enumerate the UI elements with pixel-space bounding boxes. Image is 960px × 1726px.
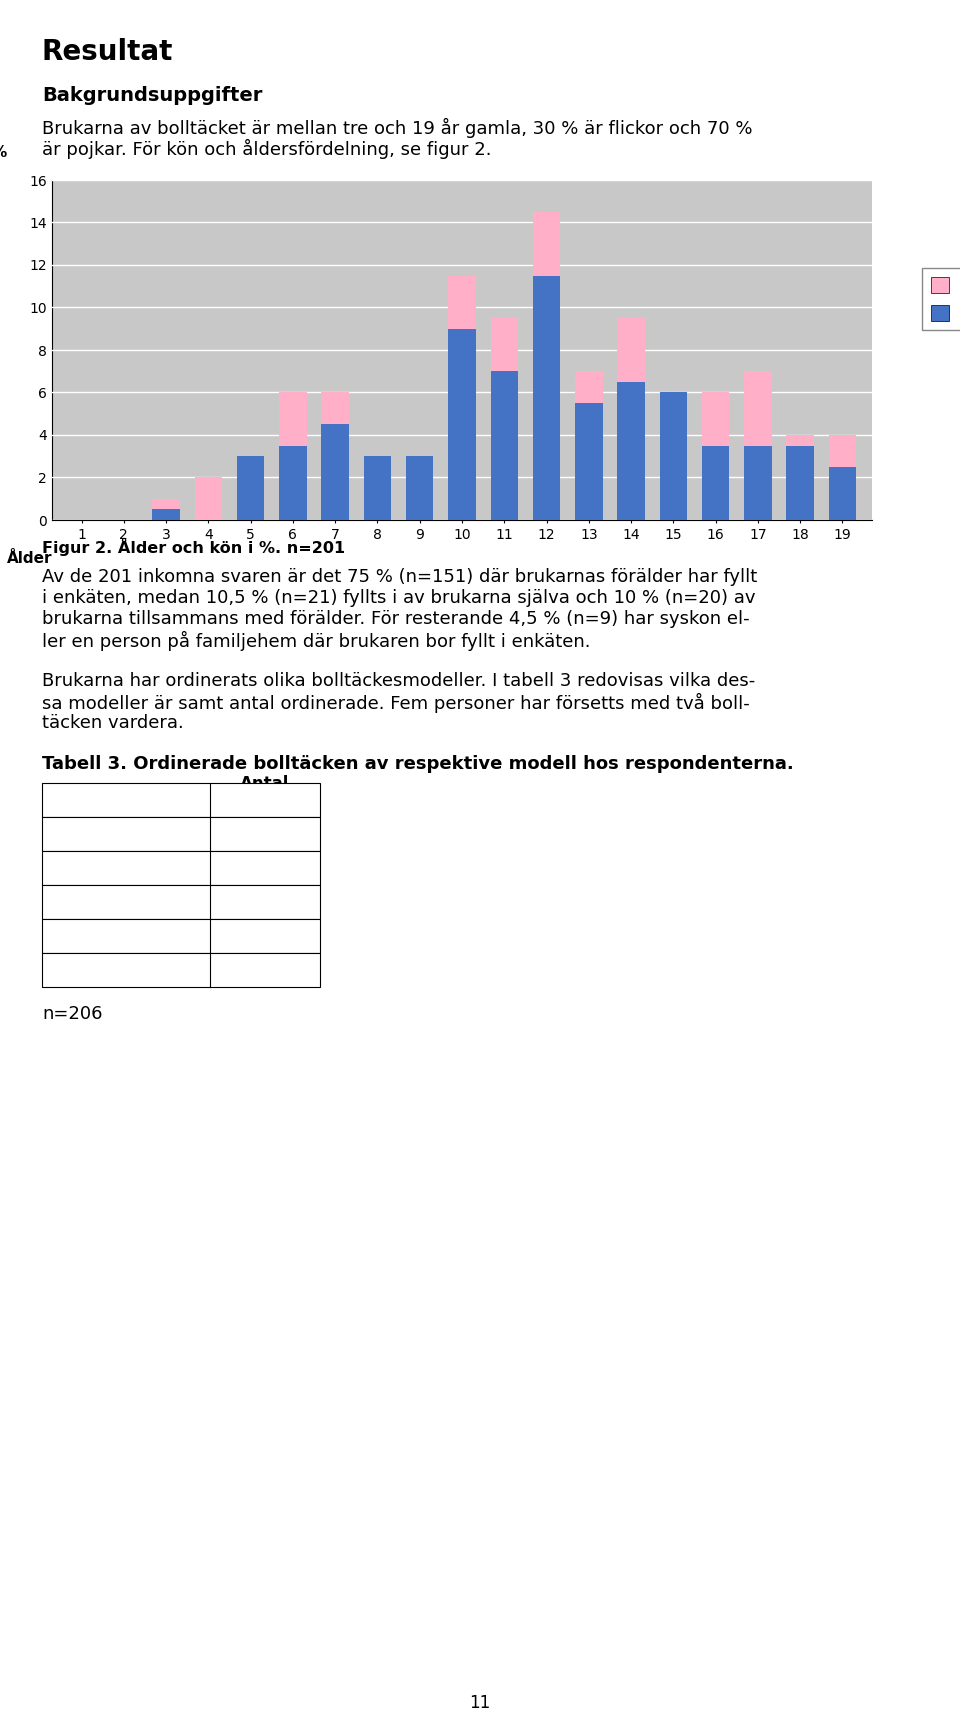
Bar [744,371,772,445]
Bar [744,445,772,520]
Bar [533,276,561,520]
Text: täcken vardera.: täcken vardera. [42,715,183,732]
Text: Figur 2. Ålder och kön i %. n=201: Figur 2. Ålder och kön i %. n=201 [42,539,346,556]
Text: Antal
ordinerade: Antal ordinerade [213,775,317,813]
Text: sa modeller är samt antal ordinerade. Fem personer har försetts med två boll-: sa modeller är samt antal ordinerade. Fe… [42,694,750,713]
Bar [786,435,814,445]
Bar [322,425,348,520]
Text: i enkäten, medan 10,5 % (n=21) fyllts i av brukarna själva och 10 % (n=20) av: i enkäten, medan 10,5 % (n=21) fyllts i … [42,589,756,608]
Text: 15: 15 [254,927,276,946]
Bar [364,456,392,520]
Bar [406,456,434,520]
Text: Bello Small: Bello Small [50,927,142,946]
Bar [617,381,645,520]
Bar [575,404,603,520]
Text: 10: 10 [254,860,276,877]
Bar [279,445,306,520]
Text: Brukarna har ordinerats olika bolltäckesmodeller. I tabell 3 redovisas vilka des: Brukarna har ordinerats olika bolltäckes… [42,671,756,690]
Bar [448,328,476,520]
Text: Tabell 3. Ordinerade bolltäcken av respektive modell hos respondenterna.: Tabell 3. Ordinerade bolltäcken av respe… [42,754,794,773]
Bar [786,445,814,520]
Text: Goso Large: Goso Large [50,961,144,979]
Text: 122: 122 [249,825,281,842]
Text: brukarna tillsammans med förälder. För resterande 4,5 % (n=9) har syskon el-: brukarna tillsammans med förälder. För r… [42,609,750,628]
Text: Bakgrundsuppgifter: Bakgrundsuppgifter [42,86,262,105]
Text: Harpo Small: Harpo Small [50,860,152,877]
Bar [237,456,264,520]
Bar [322,392,348,425]
Bar [195,478,222,520]
Bar [491,371,518,520]
Text: Resultat: Resultat [42,38,174,66]
Text: 10: 10 [254,961,276,979]
Bar [575,371,603,404]
Text: 11: 11 [469,1693,491,1712]
Text: är pojkar. För kön och åldersfördelning, se figur 2.: är pojkar. För kön och åldersfördelning,… [42,140,492,159]
Bar [533,212,561,276]
Text: Harpo Large: Harpo Large [50,825,152,842]
Bar [660,392,687,520]
Bar [491,318,518,371]
Bar [828,435,856,466]
Text: Av de 201 inkomna svaren är det 75 % (n=151) där brukarnas förälder har fyllt: Av de 201 inkomna svaren är det 75 % (n=… [42,568,757,587]
Bar [153,509,180,520]
Bar [702,445,730,520]
Bar [448,276,476,328]
Text: Bello Large: Bello Large [50,892,143,911]
Text: %: % [0,145,7,159]
Legend: flicka, pojke: flicka, pojke [922,268,960,330]
Text: Ålder: Ålder [7,551,53,566]
Text: n=206: n=206 [42,1005,103,1024]
Text: Brukarna av bolltäcket är mellan tre och 19 år gamla, 30 % är flickor och 70 %: Brukarna av bolltäcket är mellan tre och… [42,117,753,138]
Text: Modell: Modell [95,791,157,809]
Text: 49: 49 [254,892,276,911]
Bar [702,392,730,445]
Bar [279,392,306,445]
Text: ler en person på familjehem där brukaren bor fyllt i enkäten.: ler en person på familjehem där brukaren… [42,632,590,651]
Bar [153,499,180,509]
Bar [617,318,645,381]
Bar [828,466,856,520]
